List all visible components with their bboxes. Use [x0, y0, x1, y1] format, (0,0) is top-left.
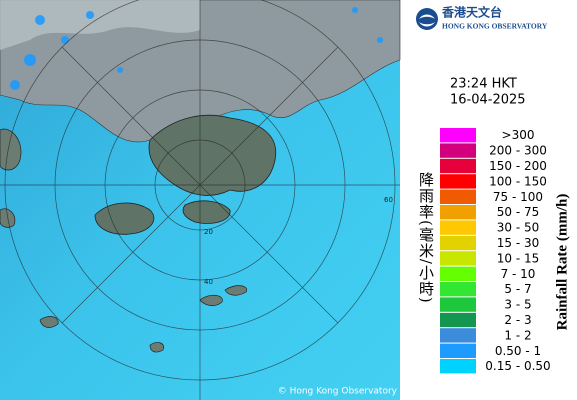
ring-label: 40	[204, 278, 213, 286]
map: 20 40 60 © Hong Kong Observatory	[0, 0, 401, 400]
legend-label: 0.15 - 0.50	[485, 359, 550, 373]
legend-swatch	[440, 158, 476, 174]
legend-label: 5 - 7	[504, 282, 531, 296]
logo-chinese: 香港天文台	[441, 5, 502, 20]
legend-swatch	[440, 328, 476, 343]
legend-label: 0.50 - 1	[495, 344, 541, 358]
legend-swatch	[440, 343, 476, 358]
ring-label: 20	[204, 228, 213, 236]
logo: 香港天文台 HONG KONG OBSERVATORY	[416, 5, 548, 31]
legend-swatch	[440, 128, 476, 143]
legend-swatch	[440, 282, 476, 297]
legend-label: >300	[502, 128, 535, 142]
legend-label: 7 - 10	[501, 267, 536, 281]
legend-label: 200 - 300	[489, 144, 547, 158]
legend-label: 50 - 75	[497, 205, 540, 219]
legend-swatch	[440, 205, 476, 220]
legend-label: 100 - 150	[489, 174, 547, 188]
legend-title-english: Rainfall Rate (mm/h)	[554, 194, 570, 331]
legend-swatch	[440, 266, 476, 281]
legend-label: 1 - 2	[504, 328, 531, 342]
ring-label: 60	[384, 196, 393, 204]
legend-label: 2 - 3	[504, 313, 531, 327]
legend-swatch	[440, 143, 476, 158]
legend-label: 30 - 50	[497, 221, 540, 235]
logo-english: HONG KONG OBSERVATORY	[442, 22, 548, 31]
copyright: © Hong Kong Observatory	[278, 387, 398, 397]
legend-swatch	[440, 235, 476, 251]
legend-swatch	[440, 251, 476, 266]
legend-label: 150 - 200	[489, 159, 547, 173]
legend-label: 75 - 100	[493, 190, 543, 204]
logo-icon	[416, 8, 438, 30]
legend-label: 15 - 30	[497, 236, 540, 250]
legend-label: 10 - 15	[497, 251, 540, 265]
legend-swatch	[440, 312, 476, 328]
legend-swatch	[440, 220, 476, 235]
legend-swatch	[440, 174, 476, 189]
legend-swatch	[440, 189, 476, 204]
legend-title-chinese: 降雨率(毫米/小時)	[417, 172, 435, 304]
legend-swatch	[440, 297, 476, 312]
date: 16-04-2025	[450, 93, 526, 108]
legend-label: 3 - 5	[504, 298, 531, 312]
legend-swatch	[440, 359, 476, 374]
time: 23:24 HKT	[450, 77, 517, 92]
